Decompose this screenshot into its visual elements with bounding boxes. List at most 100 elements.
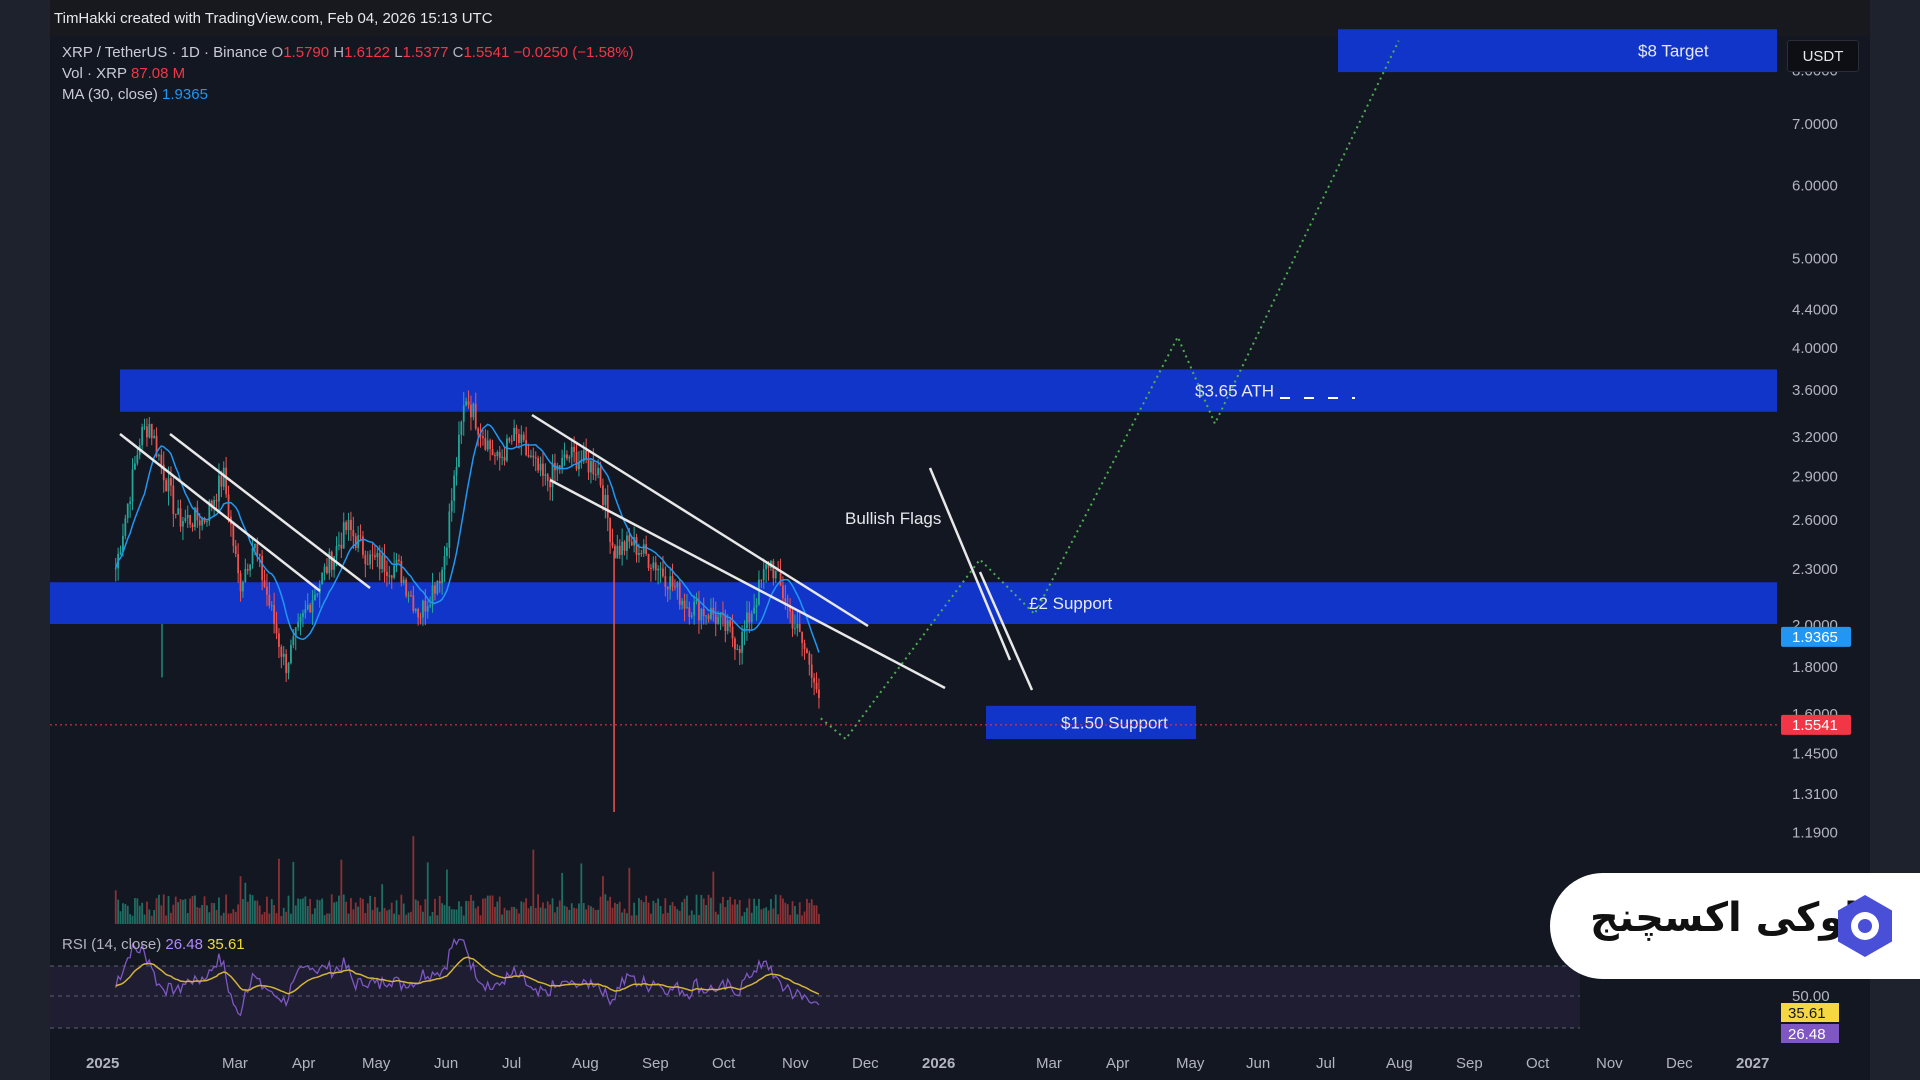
volume-bar <box>633 902 636 924</box>
candle-body <box>474 403 477 429</box>
candle-body <box>674 586 676 588</box>
volume-bar <box>347 913 350 924</box>
volume-bar <box>630 915 633 924</box>
volume-bar <box>184 898 187 924</box>
volume-bar <box>484 898 487 924</box>
volume-bar <box>688 915 691 924</box>
candle-body <box>290 644 292 664</box>
candle-body <box>779 570 782 586</box>
candle-body <box>194 507 196 528</box>
volume-bar <box>616 903 619 924</box>
symbol-name: XRP / TetherUS · 1D · Binance <box>62 44 268 61</box>
volume-bar <box>707 894 710 924</box>
volume-bar <box>690 910 693 924</box>
candle-body <box>815 682 818 690</box>
x-tick-label: Sep <box>642 1055 669 1072</box>
candle-body <box>186 514 189 518</box>
candle-body <box>455 467 458 476</box>
volume-bar <box>789 914 792 924</box>
hexagon-logo-icon <box>1838 895 1892 957</box>
volume-bar <box>194 895 196 924</box>
candle-body <box>616 545 619 559</box>
volume-legend[interactable]: Vol · XRP 87.08 M <box>62 65 185 82</box>
x-tick-label: Dec <box>1666 1055 1693 1072</box>
candle-body <box>700 608 703 621</box>
candle-body <box>275 623 278 634</box>
volume-bar <box>170 912 172 924</box>
volume-bar <box>383 907 386 924</box>
volume-bar <box>414 899 417 924</box>
candle-body <box>213 500 216 506</box>
volume-bar <box>294 905 297 924</box>
zone-3 <box>986 705 1196 740</box>
candle-body <box>412 595 415 611</box>
currency-selector[interactable]: USDT <box>1787 40 1859 72</box>
candle-body <box>609 517 612 543</box>
change-value: −0.0250 (−1.58%) <box>513 44 634 61</box>
volume-bar <box>734 899 736 924</box>
candle-body <box>630 541 633 546</box>
volume-bar <box>446 869 448 924</box>
volume-bar <box>182 899 184 924</box>
candle-body <box>515 427 518 434</box>
candle-body <box>443 555 446 570</box>
volume-bar <box>554 912 556 924</box>
volume-bar <box>762 908 765 924</box>
volume-bar <box>813 905 816 924</box>
volume-bar <box>153 909 156 924</box>
volume-bar <box>513 906 516 924</box>
candle-body <box>402 579 405 583</box>
candle-body <box>465 401 468 406</box>
volume-bar <box>263 911 266 924</box>
volume-bar <box>758 898 760 924</box>
volume-bar <box>436 915 439 924</box>
candle-body <box>184 517 187 522</box>
volume-bar <box>806 898 808 924</box>
candle-body <box>352 530 355 537</box>
volume-bar <box>753 898 756 924</box>
volume-bar <box>602 876 604 924</box>
candle-body <box>532 455 535 458</box>
y-tick-label: 4.0000 <box>1792 340 1838 357</box>
volume-bar <box>330 894 333 924</box>
volume-bar <box>777 914 780 924</box>
candle-body <box>702 608 705 617</box>
candle-body <box>803 643 806 650</box>
candle-body <box>158 454 160 457</box>
volume-bar <box>645 895 648 924</box>
candle-body <box>422 600 424 618</box>
volume-bar <box>206 905 208 924</box>
candle-body <box>597 467 600 475</box>
chart-panel[interactable]: $8 Target $3.65 ATH £2 Support $1.50 Suppor… <box>50 0 1870 1080</box>
candle-body <box>479 434 482 437</box>
candle-body <box>342 522 345 549</box>
rsi-tick-label: 50.00 <box>1792 988 1830 1005</box>
volume-bar <box>412 836 415 924</box>
x-tick-label: 2027 <box>1736 1055 1769 1072</box>
candle-body <box>436 581 439 594</box>
symbol-legend[interactable]: XRP / TetherUS · 1D · Binance O1.5790 H1… <box>62 44 634 61</box>
rsi-band <box>50 966 1580 1028</box>
candle-body <box>796 623 799 629</box>
candle-body <box>424 600 427 612</box>
candle-body <box>162 464 165 481</box>
x-tick-label: Nov <box>1596 1055 1623 1072</box>
y-tick-label: 3.6000 <box>1792 382 1838 399</box>
volume-bar <box>671 902 674 924</box>
volume-bar <box>558 900 561 924</box>
volume-bar <box>150 915 153 924</box>
candle-body <box>717 616 720 624</box>
candle-body <box>347 519 350 531</box>
volume-bar <box>652 900 655 924</box>
chart-canvas[interactable]: $8 Target $3.65 ATH £2 Support $1.50 Suppor… <box>50 0 1870 1080</box>
volume-bar <box>402 903 405 924</box>
rsi-legend[interactable]: RSI (14, close) 26.48 35.61 <box>62 936 245 953</box>
candle-body <box>753 607 756 614</box>
volume-bar <box>227 913 230 924</box>
candle-body <box>784 598 787 605</box>
candle-body <box>705 615 708 617</box>
ma-legend[interactable]: MA (30, close) 1.9365 <box>62 86 208 103</box>
candle-body <box>654 562 657 571</box>
candle-body <box>566 454 568 459</box>
last-price-badge-bg <box>1781 714 1851 735</box>
